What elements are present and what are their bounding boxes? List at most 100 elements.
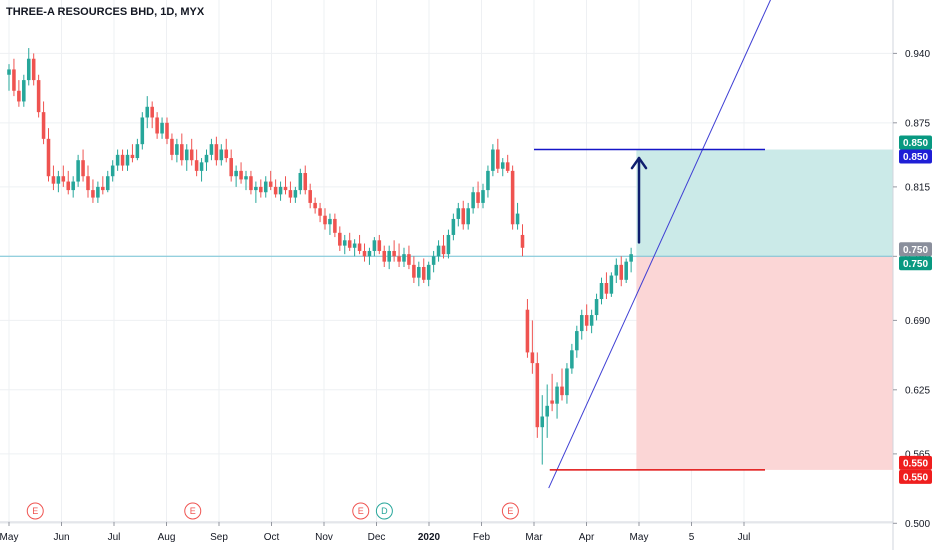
time-tick-label: Dec: [368, 532, 386, 543]
candle-body: [135, 144, 140, 159]
price-axis[interactable]: 0.940 0.875 0.815 0.750 0.690 0.625 0.565 0.500: [892, 0, 930, 550]
candle-body: [298, 173, 303, 191]
candle-body: [372, 240, 377, 251]
candle-body: [219, 149, 224, 161]
candle-body: [426, 264, 431, 280]
candle-body: [525, 309, 530, 353]
price-tag: 0.850: [899, 135, 932, 150]
candle-body: [160, 122, 164, 134]
time-tick-label: Sep: [210, 532, 228, 543]
candle-body: [71, 181, 75, 191]
candle-body: [352, 243, 357, 248]
event-marker[interactable]: E: [352, 502, 370, 520]
event-label: D: [381, 506, 388, 516]
candle-body: [624, 261, 628, 280]
up-arrow-head: [630, 156, 648, 170]
event-marker[interactable]: E: [26, 502, 44, 520]
candle-body: [318, 208, 322, 216]
event-label: E: [32, 506, 38, 516]
candlestick-series: [7, 48, 633, 465]
candle-body: [204, 154, 209, 163]
candle-body: [145, 106, 150, 118]
time-tick-label: Jul: [108, 532, 121, 543]
event-marker[interactable]: D: [375, 502, 393, 520]
time-tick-label: Aug: [158, 532, 176, 543]
event-marker[interactable]: E: [501, 502, 519, 520]
chart-title: THREE-A RESOURCES BHD, 1D, MYX: [6, 6, 205, 18]
candle-body: [476, 192, 480, 203]
price-tag-box: [899, 256, 932, 271]
candle-body: [239, 170, 243, 180]
candle-body: [342, 240, 347, 246]
candle-body: [579, 315, 584, 332]
candle-body: [199, 162, 204, 171]
candle-body: [387, 250, 391, 262]
candle-body: [550, 400, 554, 404]
candle-body: [273, 186, 278, 195]
price-tag-box: [899, 149, 932, 164]
candle-body: [214, 144, 219, 161]
time-tick-label: Apr: [579, 532, 595, 543]
candle-body: [515, 213, 520, 225]
candle-body: [303, 173, 308, 191]
candle-body: [268, 181, 273, 187]
candle-body: [17, 90, 21, 102]
candle-body: [575, 331, 579, 351]
candle-body: [22, 80, 26, 102]
candle-body: [110, 165, 115, 177]
candle-body: [594, 299, 599, 316]
profit-zone: [636, 149, 893, 257]
price-tags: 0.850 0.850 0.750 0.750 0.550 0.550: [899, 135, 932, 484]
price-tag-box: [899, 135, 932, 150]
time-axis[interactable]: May Jun Jul Aug Sep Oct Nov Dec 2020 Feb Mar Apr May…: [0, 521, 893, 543]
price-tick-label: 0.500: [905, 519, 930, 530]
candle-body: [96, 186, 100, 198]
candle-body: [170, 138, 174, 155]
candle-body: [407, 254, 411, 265]
event-circle: [184, 502, 202, 520]
candle-body: [140, 117, 145, 145]
time-tick-label: Jul: [738, 532, 751, 543]
event-label: E: [358, 506, 364, 516]
candle-body: [431, 256, 436, 265]
candle-body: [461, 208, 466, 225]
candle-body: [125, 154, 130, 166]
candle-body: [278, 186, 283, 195]
price-tag-value: 0.550: [903, 458, 928, 469]
event-circle: [26, 502, 44, 520]
candle-body: [175, 144, 179, 155]
candle-body: [184, 149, 189, 161]
candle-body: [12, 69, 16, 91]
drawing-lines[interactable]: [534, 0, 773, 489]
event-marker[interactable]: E: [184, 502, 202, 520]
candle-body: [328, 218, 332, 225]
candle-body: [293, 190, 298, 198]
time-tick-label: Oct: [264, 532, 280, 543]
candle-body: [81, 160, 85, 177]
candle-body: [441, 245, 446, 255]
time-tick-label: Feb: [473, 532, 491, 543]
price-tag-box: [899, 469, 932, 484]
candle-body: [446, 234, 451, 255]
candle-body: [589, 315, 594, 326]
candle-body: [209, 144, 214, 155]
candle-body: [91, 190, 95, 198]
candle-body: [165, 122, 169, 139]
candle-body: [259, 186, 263, 193]
price-tag-value: 0.850: [903, 138, 928, 149]
candle-body: [224, 149, 229, 159]
time-tick-label: 5: [689, 532, 695, 543]
price-tag: 0.750: [899, 242, 932, 257]
price-tag-box: [899, 242, 932, 257]
candle-body: [263, 181, 268, 193]
candle-body: [584, 315, 589, 326]
candle-body: [565, 368, 569, 396]
candle-body: [283, 186, 288, 191]
candle-body: [392, 250, 396, 257]
event-label: E: [507, 506, 513, 516]
price-tag-value: 0.750: [903, 259, 928, 270]
price-tag-value: 0.750: [903, 245, 928, 256]
candle-body: [180, 144, 184, 161]
